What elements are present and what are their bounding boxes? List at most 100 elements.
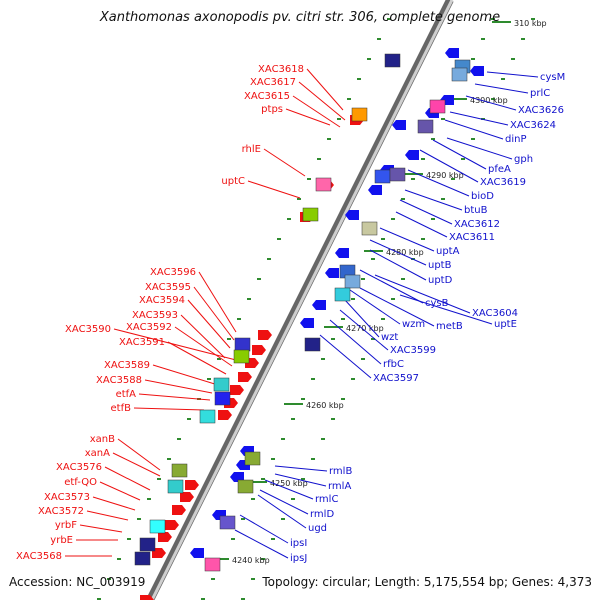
gene-label-right: XAC3611 xyxy=(449,232,495,243)
track-tick xyxy=(237,318,241,320)
track-tick xyxy=(331,418,335,420)
gene-leader-right xyxy=(339,309,389,351)
gene-leader-right xyxy=(359,287,435,327)
gene-leader-right xyxy=(446,137,513,160)
gene-leader-left xyxy=(117,438,161,471)
forward-gene-block xyxy=(167,479,184,494)
track-tick xyxy=(347,98,351,100)
forward-gene-arrow xyxy=(158,532,172,542)
reverse-gene-arrow xyxy=(230,472,244,482)
gene-label-left: xanA xyxy=(85,448,110,459)
track-tick xyxy=(177,438,181,440)
gene-label-left: ptps xyxy=(261,104,283,115)
track-tick xyxy=(377,38,381,40)
gene-leader-left xyxy=(180,314,226,359)
forward-gene-arrow xyxy=(185,480,199,490)
track-tick xyxy=(291,418,295,420)
gene-label-right: ipsJ xyxy=(290,553,307,564)
track-tick xyxy=(341,318,345,320)
gene-leader-left xyxy=(174,326,233,367)
gene-label-left: xanB xyxy=(90,434,115,445)
gene-label-left: XAC3589 xyxy=(104,360,150,371)
track-tick xyxy=(471,58,475,60)
forward-gene-block xyxy=(234,337,251,352)
gene-label-left: uptC xyxy=(221,176,245,187)
gene-label-right: XAC3597 xyxy=(373,373,419,384)
track-tick xyxy=(207,378,211,380)
gene-leader-right xyxy=(369,239,427,266)
gene-leader-right xyxy=(239,514,289,544)
track-tick xyxy=(371,258,375,260)
track-tick xyxy=(261,478,265,480)
track-tick xyxy=(441,118,445,120)
reverse-gene-arrow xyxy=(392,120,406,130)
reverse-gene-block xyxy=(344,274,361,289)
forward-gene-block xyxy=(233,349,250,364)
gene-label-right: ipsI xyxy=(290,538,307,549)
gene-label-left: rhlE xyxy=(242,144,261,155)
gene-leader-right xyxy=(274,465,328,472)
gene-label-right: cysB xyxy=(425,298,449,309)
track-tick xyxy=(471,138,475,140)
track-tick xyxy=(361,278,365,280)
reverse-gene-arrow xyxy=(312,300,326,310)
track-tick xyxy=(167,458,171,460)
forward-gene-block xyxy=(213,377,230,392)
gene-label-right: XAC3626 xyxy=(518,105,564,116)
track-tick xyxy=(201,598,205,600)
gene-label-right: XAC3599 xyxy=(390,345,436,356)
track-tick xyxy=(361,358,365,360)
forward-gene-block xyxy=(214,391,231,406)
track-tick xyxy=(107,578,111,580)
reverse-gene-arrow xyxy=(445,48,459,58)
gene-leader-right xyxy=(369,249,427,281)
gene-leader-right xyxy=(257,494,307,529)
accession-label: Accession: NC_003919 xyxy=(9,575,146,589)
forward-gene-block xyxy=(302,207,319,222)
forward-gene-block xyxy=(134,551,151,566)
track-tick xyxy=(157,478,161,480)
gene-leader-right xyxy=(319,334,372,379)
track-tick xyxy=(381,238,385,240)
reverse-gene-arrow xyxy=(300,318,314,328)
reverse-gene-block xyxy=(244,451,261,466)
track-tick xyxy=(277,238,281,240)
gene-leader-left xyxy=(198,271,237,333)
track-tick xyxy=(147,498,151,500)
gene-label-right: rfbC xyxy=(383,359,404,370)
kbp-label: 4300 kbp xyxy=(470,96,508,105)
forward-gene-arrow xyxy=(230,385,244,395)
gene-label-right: uptB xyxy=(428,260,452,271)
gene-leader-left xyxy=(112,452,161,477)
gene-leader-right xyxy=(399,199,453,225)
kbp-label: 4290 kbp xyxy=(426,171,464,180)
forward-gene-block xyxy=(351,107,368,122)
gene-label-left: XAC3590 xyxy=(65,324,111,335)
reverse-gene-arrow xyxy=(335,248,349,258)
track-tick xyxy=(241,598,245,600)
track-tick xyxy=(327,138,331,140)
track-tick xyxy=(311,378,315,380)
track-tick xyxy=(311,458,315,460)
gene-leader-right xyxy=(395,211,448,238)
forward-gene-arrow xyxy=(252,345,266,355)
gene-leader-right xyxy=(349,289,401,325)
gene-leader-left xyxy=(247,180,301,199)
track-tick xyxy=(301,398,305,400)
gene-label-right: XAC3604 xyxy=(472,308,518,319)
track-tick xyxy=(97,598,101,600)
gene-leader-left xyxy=(86,510,129,521)
track-tick xyxy=(241,518,245,520)
gene-leader-right xyxy=(404,189,463,211)
gene-label-left: XAC3591 xyxy=(119,337,165,348)
reverse-gene-block xyxy=(429,99,446,114)
forward-gene-arrow xyxy=(152,548,166,558)
track-tick xyxy=(491,18,495,20)
reverse-gene-arrow xyxy=(325,268,339,278)
gene-label-left: yrbE xyxy=(50,535,73,546)
track-tick xyxy=(217,358,221,360)
forward-gene-block xyxy=(149,519,166,534)
gene-leader-right xyxy=(274,473,327,487)
gene-leader-left xyxy=(138,393,211,401)
gene-label-right: ugd xyxy=(308,523,327,534)
